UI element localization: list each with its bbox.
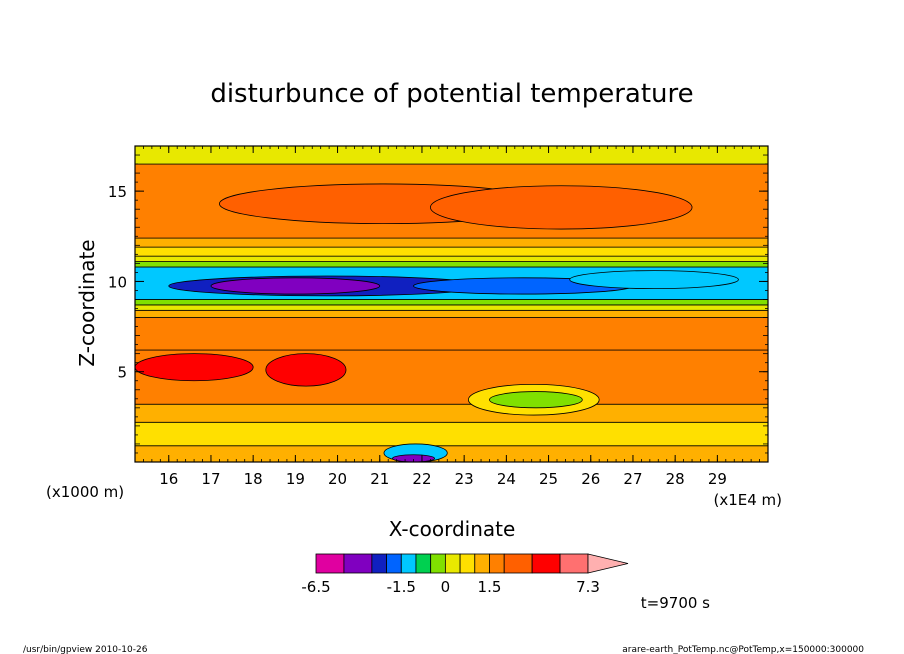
x-axis: 16 17 18 19 20 21 22 23 24 25 26 27 28 29 [134,146,769,488]
y-axis: 5 10 15 [108,145,768,454]
colorbar-swatch-10 [489,553,505,574]
footer-left: /usr/bin/gpview 2010-10-26 [23,645,148,654]
contour-feature-4 [135,353,254,382]
contour-band-10 [135,255,768,262]
chart-title: disturbunce of potential temperature [210,79,693,109]
colorbar-label-3: 1.5 [478,578,502,596]
colorbar-swatch-0 [315,553,345,574]
colorbar-swatch-6 [430,553,446,574]
contour-band-1 [135,421,768,447]
contour-feature-7 [489,391,583,409]
colorbar-swatch-11 [503,553,533,574]
contour-band-2 [135,403,768,423]
colorbar-swatch-3 [386,553,402,574]
x-axis-label: X-coordinate [389,517,516,541]
colorbar-swatch-2 [371,553,387,574]
x-tick-label-2: 18 [244,470,263,488]
colorbar-swatch-7 [444,553,461,574]
colorbar: -6.5 -1.5 0 1.5 7.3 [301,553,629,596]
y-axis-unit: (x1000 m) [46,483,124,501]
colorbar-label-0: -6.5 [301,578,330,596]
x-tick-label-9: 25 [539,470,558,488]
contour-feature-3 [569,270,739,290]
x-axis-unit: (x1E4 m) [713,491,782,509]
time-label: t=9700 s [641,594,710,612]
colorbar-label-2: 0 [441,578,451,596]
contour-feature-9 [429,185,693,230]
y-tick-label-1: 10 [108,273,127,291]
contour-feature-1 [210,277,381,295]
x-tick-label-10: 26 [581,470,600,488]
x-tick-label-1: 17 [201,470,220,488]
colorbar-label-4: 7.3 [576,578,600,596]
colorbar-swatch-12 [531,553,561,574]
contour-band-7 [135,299,768,306]
plot-frame [134,145,769,463]
x-tick-label-12: 28 [666,470,685,488]
colorbar-swatch-9 [474,553,490,574]
contour-band-12 [135,237,768,248]
contour-feature-5 [265,353,347,387]
contour-band-4 [135,317,768,351]
colorbar-swatch-1 [343,553,373,574]
y-tick-label-2: 15 [108,183,127,201]
colorbar-swatch-4 [400,553,417,574]
x-tick-label-8: 24 [497,470,516,488]
contour-band-11 [135,246,768,257]
colorbar-swatch-8 [459,553,476,574]
colorbar-swatch-13 [559,553,589,574]
contour-band-0 [135,445,768,462]
y-axis-label: Z-coordinate [75,239,99,366]
contour-band-6 [135,304,768,311]
contour-band-5 [135,309,768,318]
contour-plot-area [134,145,769,463]
x-tick-label-3: 19 [286,470,305,488]
x-tick-label-7: 23 [455,470,474,488]
colorbar-arrow [587,553,629,574]
x-tick-label-13: 29 [708,470,727,488]
x-tick-label-6: 22 [412,470,431,488]
y-tick-label-0: 5 [117,364,127,382]
colorbar-label-1: -1.5 [387,578,416,596]
contour-band-9 [135,261,768,268]
x-tick-label-5: 21 [370,470,389,488]
footer-right: arare-earth_PotTemp.nc@PotTemp,x=150000:… [622,645,864,654]
contour-band-14 [135,146,768,165]
x-tick-label-0: 16 [159,470,178,488]
x-tick-label-11: 27 [623,470,642,488]
colorbar-swatch-5 [415,553,432,574]
x-tick-label-4: 20 [328,470,347,488]
